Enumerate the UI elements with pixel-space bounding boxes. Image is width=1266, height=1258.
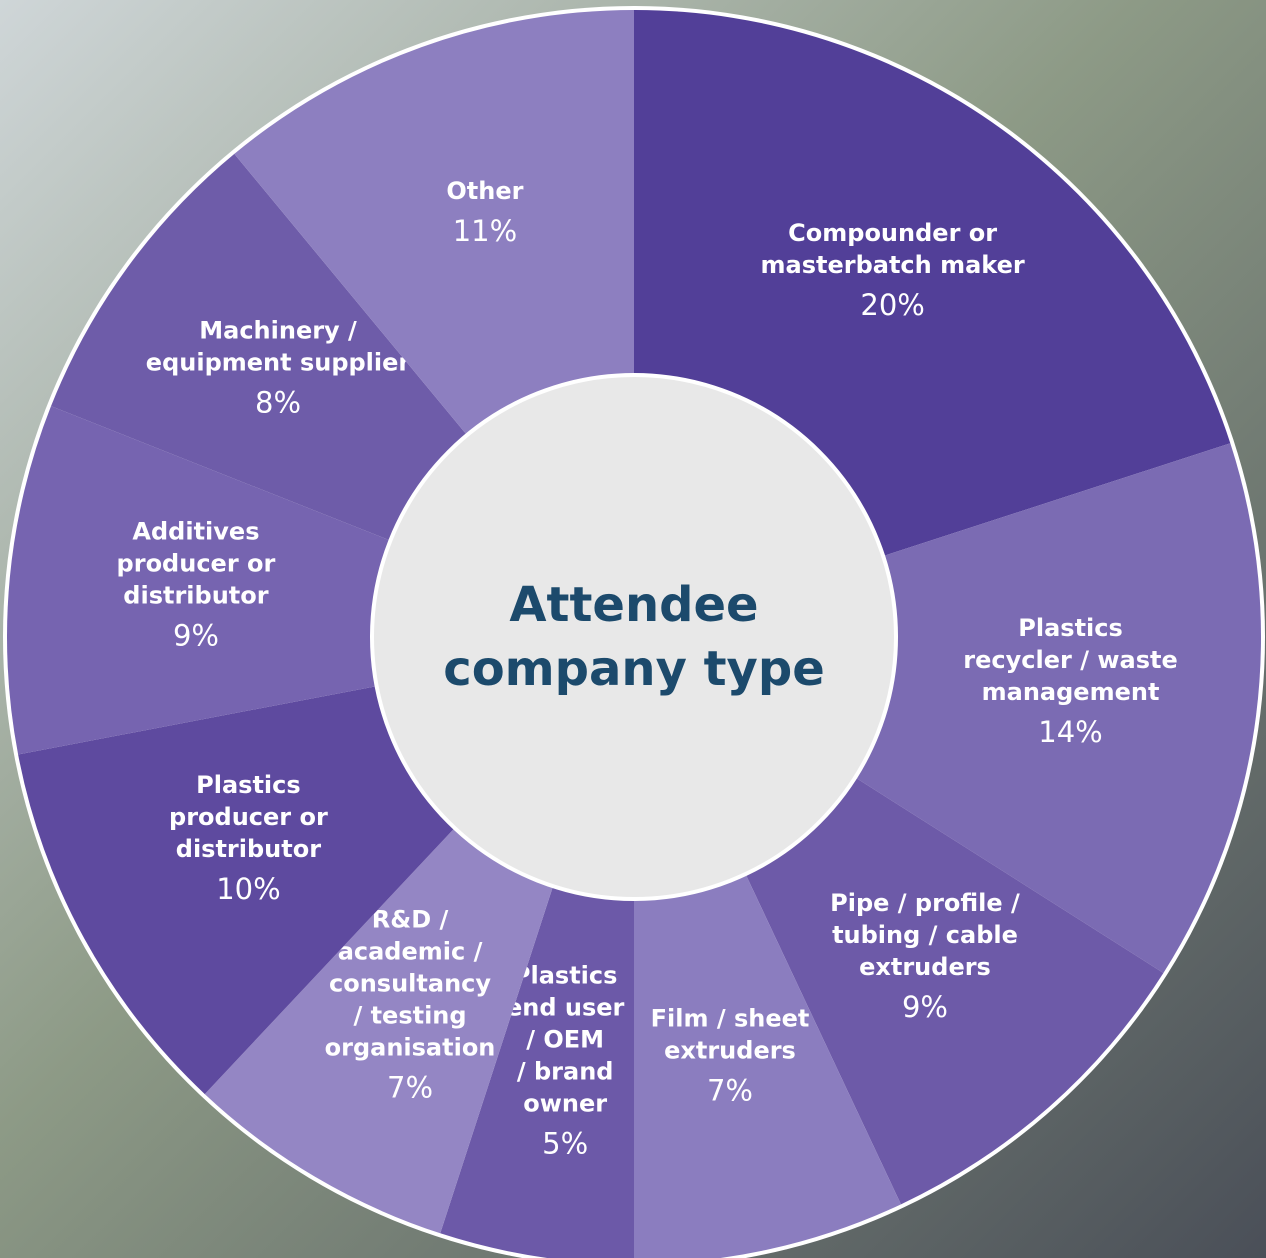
slice-label: Machinery / equipment supplier [146,316,411,376]
donut-slice [634,443,1261,973]
slice-value-label: 9% [173,619,219,653]
slice-label: Film / sheet extruders [651,1004,810,1064]
slice-label: Other [446,177,523,205]
slice-label: Pipe / profile / tubing / cable extruders [830,889,1020,981]
slice-value-label: 9% [902,990,948,1024]
slice-value-label: 20% [860,288,924,322]
slice-label: Compounder or masterbatch maker [761,219,1025,279]
slice-value-label: 8% [255,385,301,419]
donut-hole [370,373,898,901]
slice-label: R&D / academic / consultancy / testing organ… [325,906,496,1062]
slice-label: Plastics recycler / waste management [963,614,1177,706]
slice-label: Plastics end user / OEM / brand owner [506,962,625,1118]
slice-value-label: 5% [542,1127,588,1161]
chart-title: Attendee company type [443,577,825,697]
slice-value-label: 7% [707,1073,753,1107]
slice-value-label: 10% [216,872,280,906]
slice-value-label: 14% [1038,715,1102,749]
slice-value-label: 7% [387,1071,433,1105]
slice-label: Additives producer or distributor [117,518,276,610]
slice-label: Plastics producer or distributor [169,771,328,863]
slice-value-label: 11% [453,214,517,248]
donut-slice [7,406,635,755]
